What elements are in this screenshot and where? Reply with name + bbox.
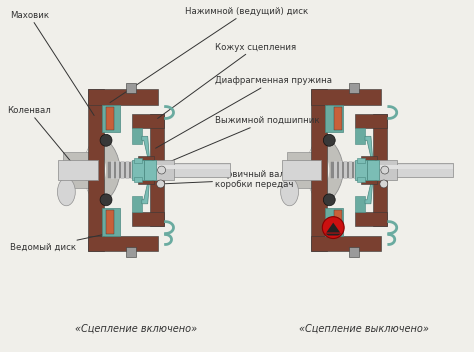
Bar [364,163,453,177]
Bar [357,177,365,182]
Wedge shape [301,132,343,208]
Text: Нажимной (ведущий) диск: Нажимной (ведущий) диск [110,7,309,102]
Bar [108,162,146,178]
Text: Диафрагменная пружина: Диафрагменная пружина [155,76,332,148]
Circle shape [158,166,165,174]
Bar [132,196,142,212]
Bar [132,160,144,180]
Text: Коленвал: Коленвал [7,106,86,180]
Bar [106,107,114,130]
Bar [355,196,365,212]
Bar [325,208,343,235]
Bar [287,152,316,188]
Bar [334,161,337,179]
Bar [355,160,367,180]
Polygon shape [326,222,340,233]
Bar [339,161,342,179]
Bar [349,83,359,93]
Bar [361,156,377,184]
Circle shape [323,194,335,206]
Bar [102,208,120,235]
Ellipse shape [281,178,299,206]
Bar [126,83,136,93]
Bar [144,160,155,180]
Bar [102,105,120,132]
Polygon shape [142,174,150,204]
Bar [311,235,381,251]
Text: «Сцепление включено»: «Сцепление включено» [75,324,197,334]
Bar [282,160,321,180]
Bar [349,247,359,257]
Bar [150,114,164,226]
Circle shape [100,194,112,206]
Bar [367,160,379,180]
Polygon shape [142,136,150,166]
Bar [354,161,357,179]
Bar [344,161,347,179]
Bar [377,160,397,180]
Text: Маховик: Маховик [10,11,94,115]
Bar [141,160,151,180]
Bar [64,152,93,188]
Polygon shape [325,233,341,235]
Text: Выжимной подшипник: Выжимной подшипник [162,116,320,165]
Bar [331,162,369,178]
Bar [334,107,342,130]
Bar [132,128,142,144]
Bar [359,161,362,179]
Wedge shape [301,145,329,195]
Bar [111,161,114,179]
Bar [141,165,230,169]
Polygon shape [365,136,373,166]
Circle shape [380,180,388,188]
Bar [355,212,387,226]
Bar [132,212,164,226]
Circle shape [381,166,389,174]
Bar [106,210,114,233]
Bar [325,105,343,132]
Bar [88,235,158,251]
Circle shape [156,180,164,188]
Bar [154,160,173,180]
Bar [121,161,124,179]
Bar [364,165,453,169]
Circle shape [100,134,112,146]
Text: Первичный вал
коробки передач: Первичный вал коробки передач [161,170,294,189]
Bar [131,161,134,179]
Ellipse shape [57,178,75,206]
Bar [116,161,119,179]
Bar [138,156,154,184]
Bar [141,163,230,177]
Bar [373,114,387,226]
Text: Ведомый диск: Ведомый диск [10,233,108,252]
Circle shape [322,217,344,239]
Bar [126,161,129,179]
Bar [126,247,136,257]
Text: Кожух сцепления: Кожух сцепления [158,43,296,119]
Text: «Сцепление выключено»: «Сцепление выключено» [299,324,429,334]
Bar [136,161,139,179]
Bar [132,114,164,128]
Bar [355,114,387,128]
Bar [134,158,142,163]
Circle shape [323,134,335,146]
Bar [355,128,365,144]
Wedge shape [78,145,106,195]
Bar [134,177,142,182]
Bar [357,158,365,163]
Bar [364,160,374,180]
Bar [58,160,98,180]
Bar [349,161,352,179]
Bar [88,89,104,251]
Bar [311,89,381,105]
Bar [311,89,327,251]
Bar [334,210,342,233]
Wedge shape [78,132,120,208]
Bar [88,89,158,105]
Polygon shape [365,174,373,204]
